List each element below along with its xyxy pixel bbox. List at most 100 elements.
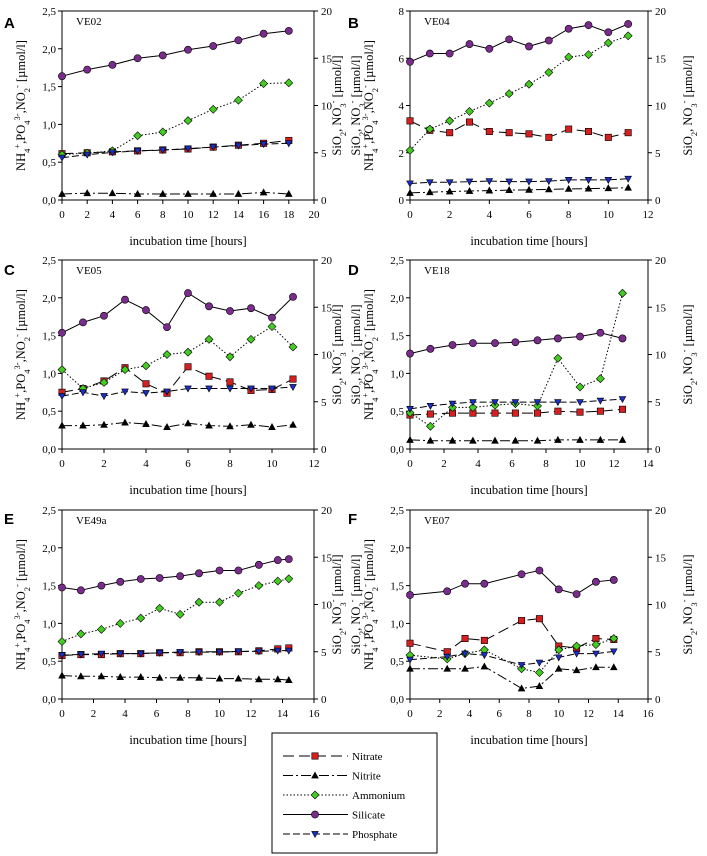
data-point (108, 149, 117, 157)
data-point (461, 650, 469, 658)
series-line (409, 439, 623, 442)
data-point (445, 187, 454, 195)
x-axis-label: incubation time [hours] (470, 733, 587, 747)
legend-marker (311, 771, 319, 779)
data-point (77, 651, 85, 659)
x-tick-label: 4 (110, 209, 116, 221)
data-point (259, 29, 268, 38)
data-point (158, 189, 167, 197)
x-tick-label: 16 (643, 708, 655, 720)
data-point (284, 78, 294, 88)
data-point (533, 409, 541, 417)
y-right-tick-label: 10 (321, 350, 333, 362)
data-point (142, 390, 150, 398)
data-point (491, 409, 499, 417)
data-point (58, 671, 66, 679)
data-point (533, 436, 542, 444)
data-point (443, 587, 452, 596)
x-tick-label: 2 (447, 209, 453, 221)
data-point (517, 662, 526, 670)
plot-frame (61, 10, 315, 201)
y-right-axis-label: SiO2, NO3- [µmol/l] (328, 55, 348, 155)
panel-letter: E (4, 511, 14, 528)
y-left-secondary-label: SiO2, NO3- [µmol/l] (347, 304, 367, 404)
x-tick-label: 10 (214, 708, 226, 720)
data-point (505, 35, 514, 44)
series-nitrite (406, 183, 632, 196)
data-point (58, 328, 66, 337)
data-point (609, 648, 618, 656)
y-right-tick-label: 10 (655, 101, 667, 113)
data-point (426, 436, 435, 444)
data-point (584, 177, 593, 184)
data-point (155, 603, 165, 613)
x-tick-label: 6 (509, 458, 515, 470)
y-left-tick-label: 1,5 (42, 581, 56, 593)
site-label: VE05 (76, 265, 102, 277)
legend-marker (311, 810, 319, 819)
data-point (511, 436, 520, 444)
data-point (155, 649, 164, 657)
y-right-tick-label: 20 (321, 255, 333, 267)
series-ammonium (405, 31, 633, 155)
data-point (545, 178, 553, 186)
x-tick-label: 8 (160, 209, 166, 221)
x-tick-label: 10 (183, 209, 195, 221)
panel-e: E VE49a 0 2 4 6 8 10 12 14 16 0,0 0,5 1,0 1,5 2,0 2,5 0 5 1… (4, 505, 348, 747)
data-point (535, 566, 544, 575)
data-point (142, 420, 150, 427)
data-point (76, 629, 86, 639)
data-point (491, 436, 499, 444)
data-point (511, 399, 520, 407)
data-point (108, 189, 117, 197)
data-point (584, 127, 592, 135)
data-point (406, 349, 414, 358)
panel-a: A VE02 0 2 4 6 8 10 12 14 16 18 20 0,0 0,5 1,0 1,5 2,0 2,5… (4, 6, 348, 248)
data-point (58, 652, 66, 660)
x-axis-label: incubation time [hours] (470, 483, 587, 497)
data-point (535, 615, 543, 623)
series-nitrate (406, 615, 618, 656)
data-point (234, 36, 243, 45)
legend-marker (310, 790, 320, 800)
data-point (184, 45, 192, 54)
x-tick-label: 20 (309, 209, 321, 221)
data-point (58, 583, 66, 592)
y-left-tick-label: 2,5 (42, 6, 56, 18)
data-point (525, 42, 533, 51)
y-right-tick-label: 0 (321, 694, 327, 706)
data-point (184, 189, 192, 197)
series-line (61, 292, 294, 334)
data-point (461, 635, 469, 643)
y-left-tick-label: 1,0 (390, 368, 404, 380)
data-point (609, 576, 618, 584)
data-point (234, 674, 243, 682)
data-point (255, 675, 263, 683)
data-point (83, 151, 92, 159)
y-right-tick-label: 0 (655, 444, 661, 456)
site-label: VE49a (76, 515, 107, 527)
data-point (234, 566, 243, 575)
data-point (525, 130, 533, 138)
y-right-tick-label: 0 (655, 195, 661, 207)
data-point (142, 306, 150, 314)
data-point (83, 189, 92, 197)
series-line (409, 569, 614, 596)
data-point (445, 116, 455, 126)
data-point (554, 435, 562, 443)
data-point (406, 639, 414, 647)
y-left-tick-label: 2,0 (390, 293, 404, 305)
data-point (576, 399, 584, 407)
series-line (409, 638, 614, 674)
y-left-tick-label: 1,0 (42, 368, 56, 380)
y-left-secondary-label: SiO2, NO3- [µmol/l] (347, 55, 367, 155)
data-point (115, 618, 125, 628)
data-point (596, 435, 605, 443)
legend-box (271, 732, 438, 854)
data-point (246, 334, 256, 344)
data-point (194, 597, 204, 607)
data-point (205, 421, 213, 429)
data-point (468, 339, 477, 348)
y-right-tick-label: 5 (321, 647, 327, 659)
